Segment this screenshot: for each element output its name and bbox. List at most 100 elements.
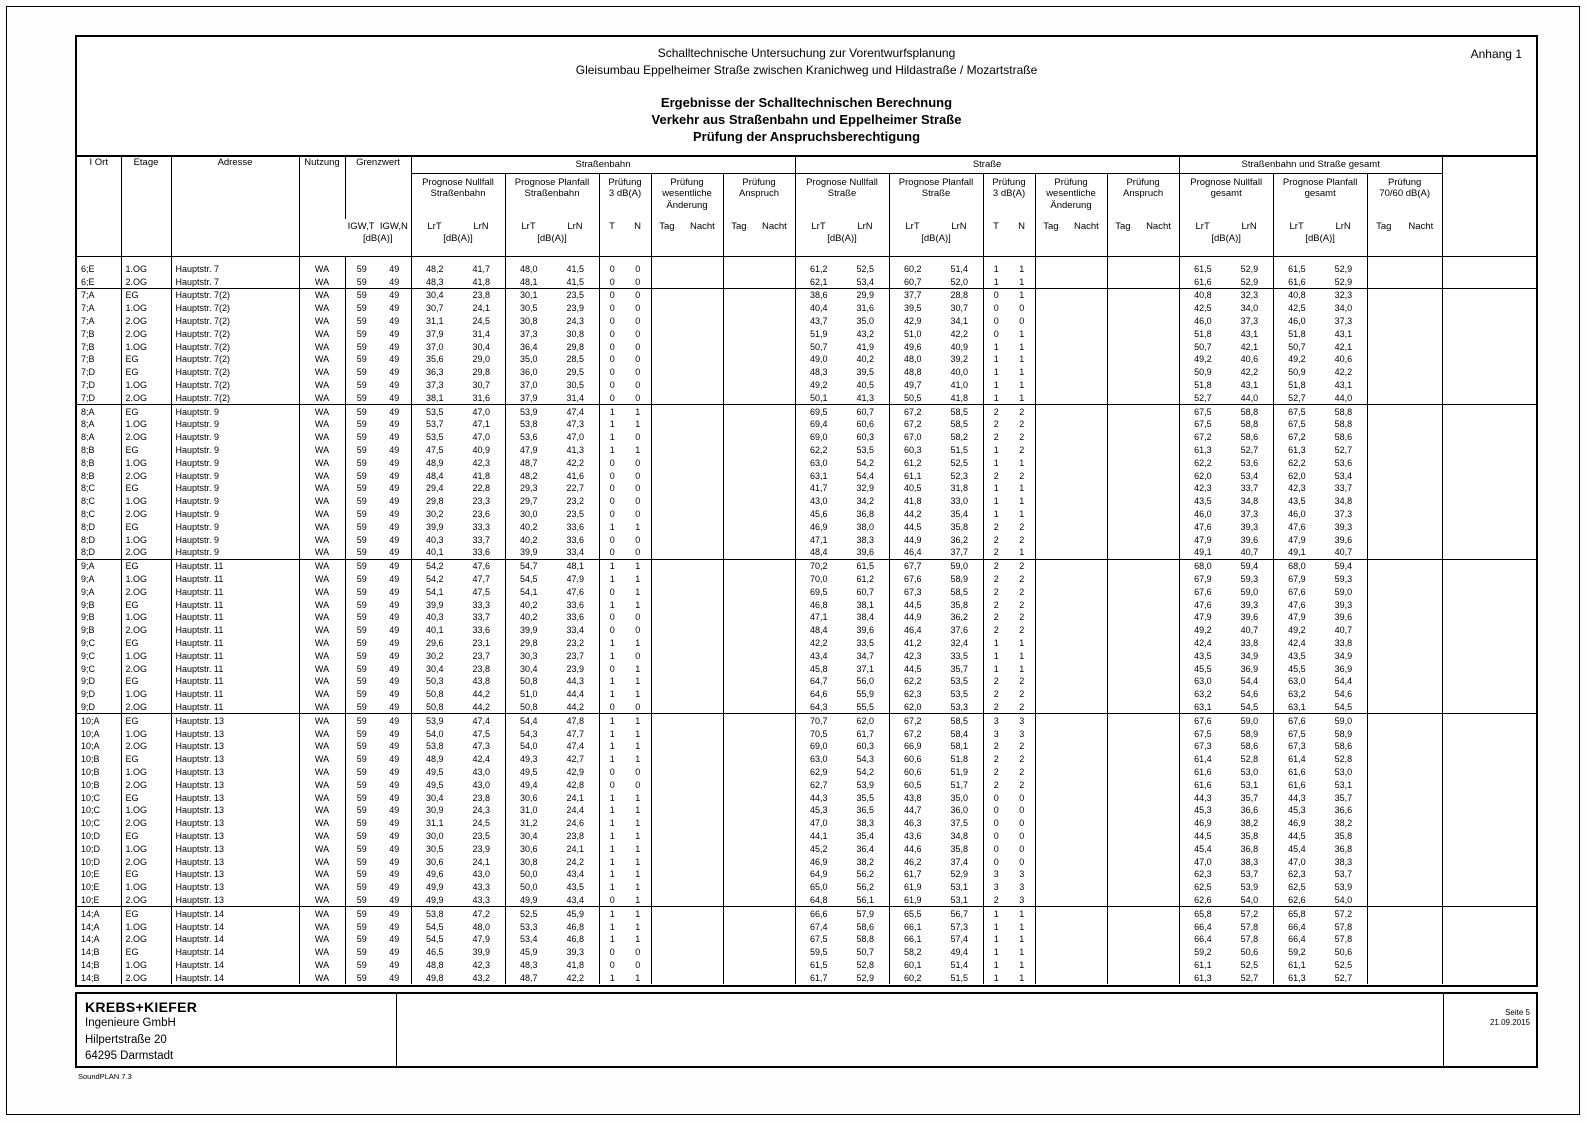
units-road-wes-tag-nacht: Tag Nacht xyxy=(1034,219,1108,256)
cell: 1 xyxy=(982,636,1010,650)
blank-cell xyxy=(1069,740,1107,753)
cell: 1.OG xyxy=(120,727,171,740)
cell: 1 xyxy=(982,482,1010,495)
cell: 59 xyxy=(344,572,378,586)
cell: 29,0 xyxy=(472,354,491,365)
cell: WA xyxy=(298,700,345,715)
cell: 60,7 xyxy=(856,406,875,417)
blank-cell xyxy=(1069,637,1107,650)
cell: 1.OG xyxy=(120,340,171,354)
cell: 0 xyxy=(635,959,641,970)
blank-cell xyxy=(757,933,795,946)
cell: 59 xyxy=(344,842,378,856)
cell: Hauptstr. 9 xyxy=(170,456,299,470)
cell: 53,6 xyxy=(504,430,553,444)
cell: 1 xyxy=(1009,391,1036,406)
blank-cell xyxy=(1069,778,1107,791)
col-header-pruefung-7060: Prüfung 70/60 dB(A) xyxy=(1366,173,1443,219)
cell: 52,7 xyxy=(1334,972,1353,983)
report-header-line1: Schalltechnische Untersuchung zur Vorent… xyxy=(657,46,956,60)
blank-cell xyxy=(1141,714,1179,727)
group-header-row: I Ort Etage Adresse Nutzung Grenzwert St… xyxy=(77,156,1536,256)
blank-cell xyxy=(1402,907,1442,920)
blank-cell xyxy=(685,649,723,662)
cell: 42,4 xyxy=(1272,636,1321,650)
cell: 43,8 xyxy=(472,676,491,687)
blank-cell xyxy=(757,907,795,920)
blank-cell xyxy=(1402,289,1442,302)
blank-cell xyxy=(1366,727,1403,740)
cell: 2 xyxy=(1019,574,1025,585)
cell: 0 xyxy=(635,612,641,623)
cell: 57,2 xyxy=(1240,908,1259,919)
blank-cell xyxy=(1069,727,1107,740)
blank-cell xyxy=(722,855,758,868)
cell: 40,1 xyxy=(410,623,459,637)
cell: 23,8 xyxy=(472,792,491,803)
blank-cell xyxy=(1106,365,1142,379)
cell: 34,0 xyxy=(1334,303,1353,314)
cell: 47,6 xyxy=(1272,520,1321,534)
cell: 66,4 xyxy=(1178,932,1227,946)
cell: 24,6 xyxy=(566,818,585,829)
blank-cell xyxy=(685,893,724,908)
cell: 30,8 xyxy=(504,855,553,868)
cell: 52,7 xyxy=(1240,445,1259,456)
cell: 50,8 xyxy=(410,700,459,715)
cell: 44,5 xyxy=(888,598,937,612)
cell: 1 xyxy=(598,443,626,457)
blank-cell xyxy=(650,443,686,457)
blank-cell xyxy=(1402,637,1442,650)
cell: 10;A xyxy=(81,728,100,739)
cell: 1 xyxy=(1019,457,1025,468)
blank-cell xyxy=(1069,971,1107,984)
cell: 31,8 xyxy=(950,483,969,494)
blank-cell xyxy=(1034,365,1070,379)
cell: WA xyxy=(298,572,345,586)
cell: 32,4 xyxy=(950,638,969,648)
blank-cell xyxy=(650,404,686,419)
cell: 0 xyxy=(635,457,641,468)
cell: 40,2 xyxy=(504,611,553,624)
cell: 59 xyxy=(344,675,378,688)
blank-cell xyxy=(1069,418,1107,431)
cell: 39,9 xyxy=(504,623,553,637)
cell: 2 xyxy=(1019,612,1025,623)
blank-cell xyxy=(1106,404,1142,419)
blank-cell xyxy=(1034,353,1070,366)
blank-cell xyxy=(1441,559,1536,573)
blank-cell xyxy=(1141,340,1179,353)
blank-cell xyxy=(1141,573,1179,586)
blank-cell xyxy=(1402,431,1442,444)
blank-cell xyxy=(650,255,686,276)
cell: 62,2 xyxy=(888,675,937,688)
blank-cell xyxy=(1402,444,1442,457)
cell: 50,8 xyxy=(410,687,459,701)
cell: 9;D xyxy=(77,700,121,715)
cell: 59 xyxy=(344,404,378,419)
cell: 14;B xyxy=(81,947,100,958)
blank-cell xyxy=(1106,893,1142,908)
blank-cell xyxy=(685,456,723,469)
blank-cell xyxy=(685,275,724,290)
cell: 67,2 xyxy=(888,727,937,740)
blank-cell xyxy=(650,958,686,972)
cell: WA xyxy=(298,816,345,830)
blank-cell xyxy=(757,573,795,586)
cell: 47,0 xyxy=(472,406,491,417)
footer-middle-block xyxy=(397,994,1444,1066)
blank-cell xyxy=(1034,906,1070,921)
table-row: 7;A 1.OG Hauptstr. 7(2) WA 59 49 30,7 24,1 30,5 2… xyxy=(77,301,1536,315)
cell: 52,9 xyxy=(950,869,969,880)
cell: 39,6 xyxy=(1334,612,1353,623)
cell: 46,5 xyxy=(410,945,459,959)
blank-cell xyxy=(1366,365,1403,379)
cell: 61,6 xyxy=(1272,275,1321,290)
table-row: 8;A 2.OG Hauptstr. 9 WA 59 49 53,5 47,0 53,6 47,0… xyxy=(77,430,1536,444)
cell: 57,3 xyxy=(950,921,969,932)
cell: 36,4 xyxy=(856,843,875,854)
col-header-rail-pruefung-3db: Prüfung 3 dB(A) xyxy=(598,173,652,219)
cell: 37,0 xyxy=(504,378,553,392)
cell: 49 xyxy=(389,457,400,468)
cell: Hauptstr. 13 xyxy=(170,778,299,792)
